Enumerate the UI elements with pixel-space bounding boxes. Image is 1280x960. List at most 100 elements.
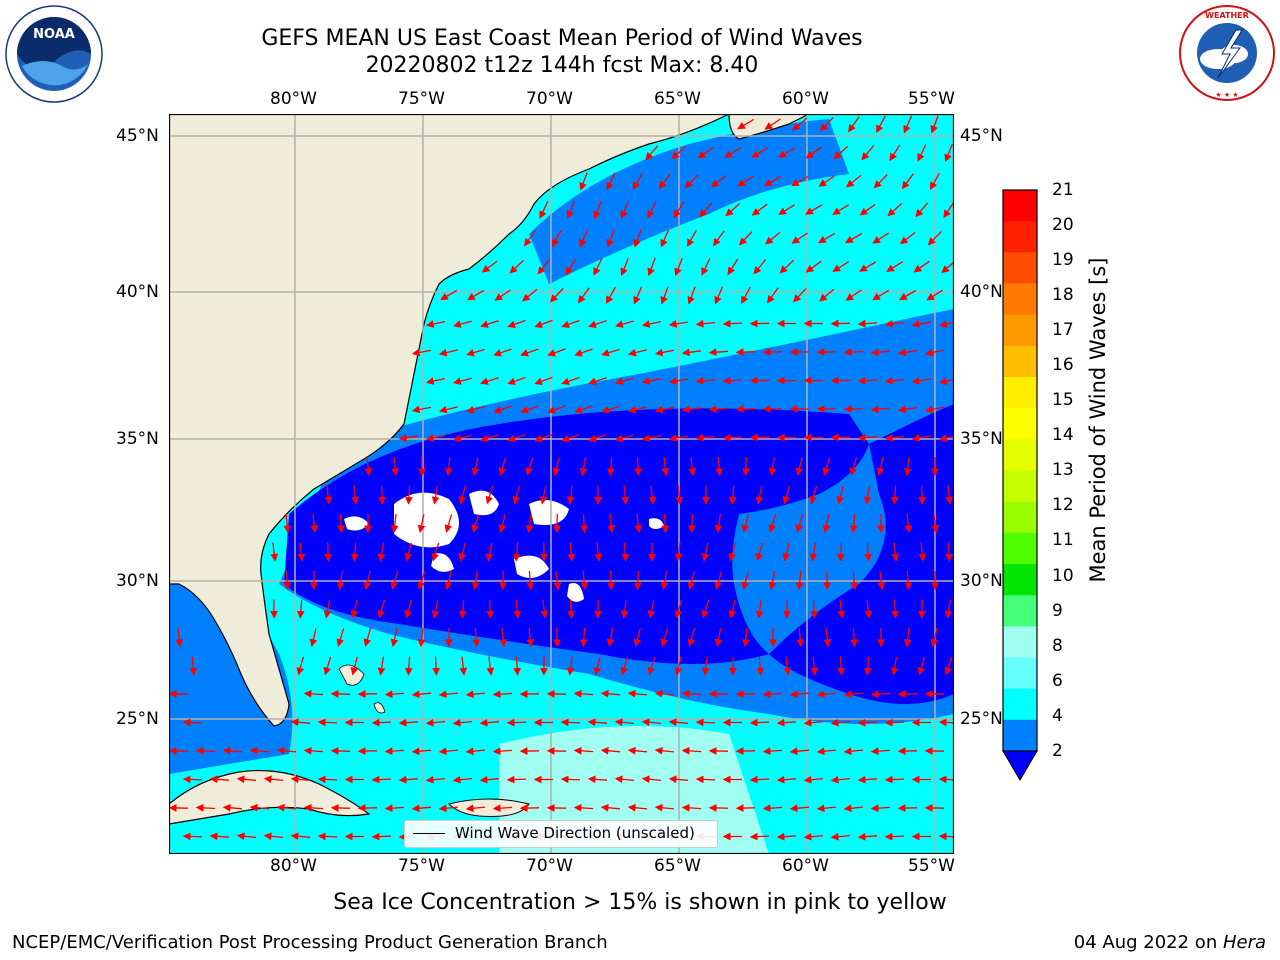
wind-wave-arrow	[222, 803, 243, 812]
wind-wave-arrow	[384, 690, 405, 699]
wind-wave-arrow	[627, 689, 648, 698]
wind-wave-arrow	[290, 718, 311, 727]
wind-wave-arrow	[425, 775, 446, 784]
colorbar-tick: 21	[1052, 180, 1074, 200]
colorbar-band	[1003, 501, 1037, 534]
map-panel[interactable]	[169, 114, 954, 854]
wind-wave-arrow	[782, 542, 791, 562]
legend-line-sample	[413, 833, 445, 834]
wind-wave-arrow	[520, 348, 539, 357]
wind-wave-arrow	[778, 204, 796, 215]
wind-wave-arrow	[404, 599, 413, 619]
wind-wave-arrow	[417, 514, 426, 534]
wind-wave-arrow	[859, 261, 877, 272]
wind-wave-arrow	[872, 232, 889, 244]
wind-wave-arrow	[864, 599, 873, 619]
map-legend: Wind Wave Direction (unscaled)	[404, 820, 718, 848]
wind-wave-arrow	[687, 513, 696, 534]
missing-data-patch	[649, 518, 664, 529]
wind-wave-arrow	[647, 201, 657, 219]
wind-wave-arrow	[674, 542, 683, 562]
wind-wave-arrow	[404, 656, 413, 676]
wind-wave-arrow	[791, 232, 808, 244]
wind-wave-arrow	[857, 376, 878, 385]
wind-wave-arrow	[425, 377, 445, 385]
wind-wave-arrow	[364, 457, 373, 477]
wind-wave-arrow	[627, 803, 648, 812]
wind-wave-arrow	[930, 115, 939, 134]
wind-wave-arrow	[823, 628, 832, 648]
wind-wave-arrow	[857, 775, 878, 784]
wind-wave-arrow	[753, 259, 767, 275]
wind-wave-arrow	[209, 832, 230, 841]
wind-wave-arrow	[398, 718, 419, 727]
lon-label-bottom: 75°W	[398, 856, 445, 876]
colorbar-tick: 18	[1052, 285, 1074, 305]
wind-wave-arrow	[805, 260, 822, 273]
wind-wave-arrow	[588, 320, 607, 328]
wind-wave-arrow	[661, 513, 670, 534]
wind-wave-arrow	[681, 348, 701, 357]
wind-wave-arrow	[526, 570, 535, 591]
wind-wave-arrow	[701, 542, 710, 562]
wind-wave-arrow	[263, 832, 284, 841]
bahamas-island	[373, 702, 386, 714]
wind-wave-arrow	[417, 628, 426, 648]
wind-wave-arrow	[507, 433, 526, 443]
lat-label-right: 45°N	[960, 126, 1003, 146]
wind-wave-arrow	[317, 718, 338, 727]
wind-wave-arrow	[782, 485, 791, 505]
wind-wave-arrow	[579, 229, 589, 248]
legend-label: Wind Wave Direction (unscaled)	[455, 824, 695, 842]
wind-wave-arrow	[534, 433, 553, 443]
lat-label-right: 40°N	[960, 282, 1003, 302]
lon-label-top: 60°W	[782, 89, 829, 109]
wind-wave-arrow	[324, 542, 332, 562]
wind-wave-arrow	[573, 689, 594, 698]
wind-wave-arrow	[884, 376, 904, 385]
wind-wave-arrow	[378, 485, 387, 505]
wind-wave-arrow	[552, 457, 561, 476]
wind-wave-arrow	[891, 542, 900, 562]
wind-wave-arrow	[681, 689, 702, 698]
wind-wave-arrow	[712, 230, 725, 247]
wind-wave-arrow	[283, 513, 292, 534]
wind-wave-arrow	[843, 348, 864, 357]
wind-wave-arrow	[735, 405, 756, 413]
wind-wave-arrow	[767, 287, 779, 304]
wind-wave-arrow	[764, 175, 782, 187]
wind-wave-arrow	[924, 348, 944, 357]
wind-wave-arrow	[577, 287, 590, 304]
wind-wave-arrow	[660, 286, 669, 305]
wind-wave-arrow	[836, 485, 845, 505]
colorbar-band	[1003, 626, 1037, 658]
wind-wave-arrow	[309, 628, 318, 647]
colorbar-tick: 15	[1052, 390, 1074, 410]
wind-wave-arrow	[323, 656, 332, 676]
wind-wave-arrow	[714, 628, 723, 648]
lon-label-bottom: 60°W	[782, 856, 829, 876]
colorbar-band	[1003, 439, 1037, 471]
lon-label-bottom: 70°W	[526, 856, 573, 876]
wind-wave-arrow	[715, 456, 724, 477]
colorbar-band	[1003, 688, 1037, 721]
wind-wave-arrow	[377, 542, 386, 562]
wind-wave-arrow	[606, 627, 615, 648]
wind-wave-arrow	[749, 775, 770, 784]
wind-wave-arrow	[654, 689, 675, 698]
wind-wave-arrow	[673, 201, 685, 219]
wind-wave-arrow	[552, 229, 562, 248]
wind-wave-arrow	[431, 485, 440, 505]
wind-wave-arrow	[620, 656, 629, 676]
colorbar-tick: 2	[1052, 741, 1063, 761]
wind-wave-arrow	[926, 289, 943, 301]
wind-wave-arrow	[390, 628, 399, 648]
wind-wave-arrow	[486, 599, 494, 619]
wind-wave-arrow	[444, 456, 453, 477]
wind-wave-arrow	[492, 747, 513, 756]
lon-label-top: 70°W	[526, 89, 573, 109]
wind-wave-arrow	[561, 319, 580, 329]
wind-wave-arrow	[513, 656, 522, 676]
wind-wave-arrow	[849, 514, 858, 534]
wind-wave-arrow	[620, 599, 629, 619]
